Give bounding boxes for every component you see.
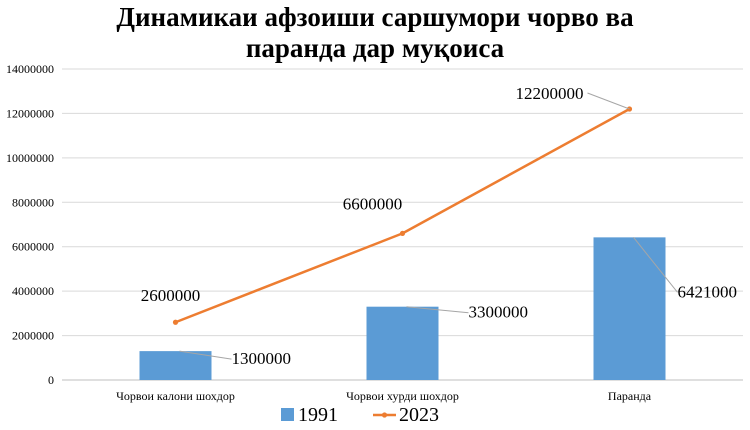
x-tick-label: Чорвои хурди шохдор [346,389,459,403]
chart-title: Динамикаи афзоиши саршумори чорво ва пар… [0,2,750,64]
bar-1991 [593,237,666,380]
y-tick-label: 6000000 [12,240,54,254]
bar-label-leader [179,350,232,360]
chart-title-line-2: паранда дар муқоиса [245,33,505,63]
line-data-label: 12200000 [516,84,584,103]
chart-title-line-1: Динамикаи афзоиши саршумори чорво ва [116,2,634,32]
legend-label-2023: 2023 [399,404,439,426]
y-tick-label: 14000000 [6,62,54,76]
bar-1991 [139,351,212,380]
bar-label-leader [406,306,469,314]
legend-swatch-1991 [281,408,294,421]
y-tick-label: 2000000 [12,329,54,343]
point-2023 [399,230,406,236]
y-tick-label: 10000000 [6,151,54,165]
line-label-leader [587,92,630,110]
bar-data-label: 6421000 [678,282,738,301]
point-2023 [172,319,179,325]
x-tick-label: Паранда [608,389,652,403]
y-tick-label: 4000000 [12,284,54,298]
bar-data-label: 1300000 [232,349,292,368]
series-line-2023 [175,107,631,324]
bar-data-label: 3300000 [469,303,529,322]
x-tick-label: Чорвои калони шохдор [116,389,235,403]
line-data-label: 2600000 [141,286,201,305]
line-data-label: 6600000 [343,194,403,213]
y-tick-label: 12000000 [6,106,54,120]
bar-1991 [366,306,439,380]
y-tick-label: 0 [48,373,54,387]
legend-marker-2023 [381,412,388,418]
y-tick-label: 8000000 [12,195,54,209]
legend-label-1991: 1991 [298,404,338,426]
bar-label-leader [633,237,678,293]
